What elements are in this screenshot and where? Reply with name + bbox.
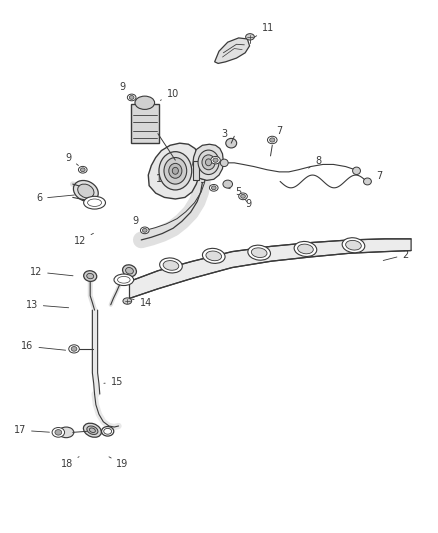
Ellipse shape: [240, 195, 245, 198]
Ellipse shape: [353, 167, 360, 174]
Text: 8: 8: [309, 156, 321, 168]
Text: 16: 16: [21, 341, 66, 351]
Ellipse shape: [89, 428, 95, 432]
Ellipse shape: [84, 271, 97, 281]
Text: 10: 10: [160, 88, 179, 100]
Ellipse shape: [202, 248, 225, 263]
Text: 19: 19: [109, 457, 129, 469]
Ellipse shape: [159, 152, 192, 190]
Ellipse shape: [129, 95, 134, 99]
Polygon shape: [215, 38, 250, 63]
Ellipse shape: [294, 241, 317, 256]
Text: 7: 7: [271, 126, 282, 140]
Ellipse shape: [52, 427, 64, 437]
Text: 12: 12: [74, 233, 93, 246]
Ellipse shape: [135, 96, 155, 109]
Ellipse shape: [220, 159, 228, 166]
Text: 7: 7: [370, 171, 382, 182]
Ellipse shape: [198, 150, 219, 174]
Ellipse shape: [251, 248, 267, 257]
Text: 9: 9: [119, 82, 131, 95]
Text: 5: 5: [228, 187, 242, 197]
Ellipse shape: [163, 261, 179, 270]
Ellipse shape: [142, 229, 147, 232]
Ellipse shape: [83, 423, 101, 437]
Polygon shape: [193, 144, 223, 180]
Text: 13: 13: [25, 300, 69, 310]
Ellipse shape: [55, 430, 62, 435]
Ellipse shape: [172, 167, 178, 174]
Ellipse shape: [223, 180, 233, 188]
Ellipse shape: [169, 164, 182, 178]
Text: 14: 14: [132, 297, 152, 308]
Text: 6: 6: [36, 193, 74, 204]
Ellipse shape: [81, 168, 85, 172]
Ellipse shape: [71, 346, 77, 351]
Ellipse shape: [213, 158, 218, 163]
Polygon shape: [130, 239, 411, 298]
Ellipse shape: [127, 94, 136, 101]
Text: 4: 4: [211, 147, 223, 160]
Ellipse shape: [205, 159, 212, 166]
Ellipse shape: [206, 251, 222, 261]
Ellipse shape: [202, 155, 215, 169]
Ellipse shape: [59, 427, 74, 438]
Ellipse shape: [297, 244, 313, 254]
Text: 11: 11: [254, 23, 274, 37]
Ellipse shape: [126, 268, 134, 274]
Ellipse shape: [248, 245, 271, 260]
Ellipse shape: [239, 193, 247, 200]
Ellipse shape: [84, 196, 106, 209]
Text: 9: 9: [132, 216, 145, 229]
Ellipse shape: [246, 34, 254, 40]
Ellipse shape: [270, 138, 275, 142]
Ellipse shape: [226, 139, 237, 148]
Ellipse shape: [69, 345, 79, 353]
Ellipse shape: [164, 158, 187, 184]
Ellipse shape: [114, 274, 134, 286]
Text: 9: 9: [244, 199, 251, 209]
Polygon shape: [131, 104, 159, 143]
Text: 17: 17: [14, 425, 49, 435]
Ellipse shape: [87, 273, 94, 279]
Ellipse shape: [74, 181, 98, 201]
Ellipse shape: [123, 265, 136, 277]
Ellipse shape: [209, 184, 218, 191]
Text: 9: 9: [199, 175, 210, 186]
Text: 1: 1: [156, 174, 186, 184]
Ellipse shape: [346, 240, 361, 250]
Text: 12: 12: [30, 267, 73, 277]
Ellipse shape: [141, 227, 149, 233]
Ellipse shape: [123, 298, 132, 304]
Text: 18: 18: [60, 457, 79, 469]
Ellipse shape: [78, 166, 87, 173]
Polygon shape: [193, 161, 199, 180]
Ellipse shape: [87, 426, 98, 434]
Text: 15: 15: [104, 377, 123, 387]
Ellipse shape: [268, 136, 277, 144]
Ellipse shape: [78, 184, 94, 198]
Text: 9: 9: [65, 152, 78, 165]
Ellipse shape: [160, 258, 182, 273]
Text: 2: 2: [383, 250, 409, 261]
Text: 3: 3: [222, 128, 232, 143]
Ellipse shape: [211, 157, 220, 164]
Ellipse shape: [364, 178, 371, 185]
Polygon shape: [148, 143, 201, 199]
Ellipse shape: [212, 186, 216, 190]
Ellipse shape: [342, 238, 365, 253]
